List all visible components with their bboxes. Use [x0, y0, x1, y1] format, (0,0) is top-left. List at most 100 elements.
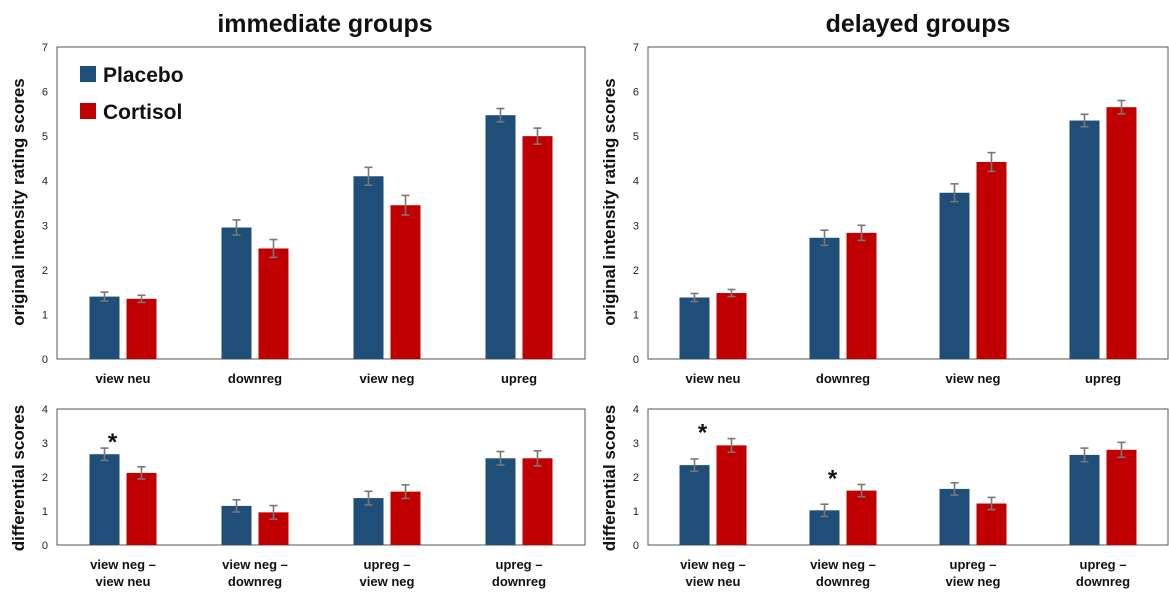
bar-placebo-4	[485, 115, 516, 360]
y-tick-label: 2	[633, 472, 639, 484]
x-category-label: view neg	[946, 574, 1001, 589]
y-tick-label: 2	[42, 265, 48, 277]
bar-cortisol-4	[1106, 449, 1137, 545]
y-tick-label: 3	[633, 220, 639, 232]
y-tick-label: 4	[633, 404, 639, 416]
x-category-label: downreg	[228, 574, 282, 589]
y-tick-label: 0	[42, 354, 48, 366]
x-category-label: upreg	[501, 371, 537, 386]
y-tick-label: 3	[42, 438, 48, 450]
y-tick-label: 4	[633, 176, 639, 188]
significance-marker: *	[698, 420, 708, 447]
legend-swatch-cortisol	[80, 103, 96, 119]
legend-swatch-placebo	[80, 66, 96, 82]
bar-placebo-2	[221, 227, 252, 359]
bar-placebo-4	[1069, 454, 1100, 545]
bar-cortisol-2	[258, 248, 289, 359]
y-tick-label: 3	[42, 220, 48, 232]
bar-cortisol-3	[390, 491, 421, 545]
ylabel-delayed-top: original intensity rating scores	[600, 78, 619, 326]
ylabel-delayed-bottom: differential scores	[600, 405, 619, 551]
x-category-label: downreg	[816, 371, 870, 386]
bar-cortisol-3	[390, 205, 421, 359]
y-tick-label: 2	[42, 472, 48, 484]
x-category-label: upreg –	[1080, 557, 1127, 572]
y-tick-label: 5	[42, 131, 48, 143]
x-category-label: downreg	[816, 574, 870, 589]
bar-placebo-4	[1069, 120, 1100, 360]
x-category-label: upreg	[1085, 371, 1121, 386]
bar-cortisol-2	[846, 490, 877, 545]
bar-cortisol-3	[976, 161, 1007, 359]
x-category-label: view neg	[946, 371, 1001, 386]
x-category-label: view neg –	[90, 557, 156, 572]
x-category-label: view neu	[96, 371, 151, 386]
x-category-label: downreg	[228, 371, 282, 386]
y-tick-label: 1	[42, 309, 48, 321]
y-tick-label: 2	[633, 265, 639, 277]
bar-cortisol-4	[522, 136, 553, 359]
y-tick-label: 0	[633, 354, 639, 366]
x-category-label: view neg	[360, 371, 415, 386]
bar-cortisol-4	[522, 458, 553, 545]
bar-cortisol-4	[1106, 107, 1137, 360]
plot-area: 0 1 2 3 4 5 6 7 view neu downreg view neg upreg 0 1 2 3…	[42, 42, 1169, 589]
chart-imm-bot: 0 1 2 3 4 view neg – view neu view neg – downreg…	[42, 404, 586, 589]
legend-label-cortisol: Cortisol	[103, 101, 182, 124]
x-category-label: view neu	[686, 574, 741, 589]
y-tick-label: 7	[633, 42, 639, 54]
chart-del-bot: 0 1 2 3 4 view neg – view neu view neg – downreg…	[633, 404, 1169, 589]
x-category-label: downreg	[492, 574, 546, 589]
bar-placebo-3	[353, 498, 384, 545]
y-tick-label: 6	[633, 87, 639, 99]
bar-placebo-1	[89, 296, 120, 359]
x-category-label: view neu	[96, 574, 151, 589]
y-tick-label: 4	[42, 404, 48, 416]
legend: Placebo Cortisol	[80, 64, 184, 124]
x-category-label: upreg –	[950, 557, 997, 572]
bar-placebo-3	[939, 192, 970, 359]
chart-imm-top: 0 1 2 3 4 5 6 7 view neu downreg view neg upreg	[42, 42, 586, 386]
x-category-label: view neu	[686, 371, 741, 386]
bar-cortisol-1	[716, 293, 747, 359]
plot-frame	[647, 46, 1169, 360]
title-delayed-groups: delayed groups	[826, 10, 1011, 38]
significance-marker: *	[108, 429, 118, 456]
y-tick-label: 1	[42, 506, 48, 518]
bar-placebo-4	[485, 458, 516, 545]
y-tick-label: 0	[633, 540, 639, 552]
bar-placebo-2	[809, 237, 840, 359]
y-tick-label: 0	[42, 540, 48, 552]
y-tick-label: 1	[633, 506, 639, 518]
chart-del-top: 0 1 2 3 4 5 6 7 view neu downreg view neg upreg	[633, 42, 1169, 386]
significance-marker: *	[828, 465, 838, 492]
x-category-label: upreg –	[496, 557, 543, 572]
bar-cortisol-1	[126, 472, 157, 545]
x-category-label: upreg –	[364, 557, 411, 572]
bar-placebo-1	[679, 465, 710, 545]
y-tick-label: 1	[633, 309, 639, 321]
x-category-label: downreg	[1076, 574, 1130, 589]
plot-frame	[647, 408, 1169, 546]
bar-placebo-3	[353, 176, 384, 359]
bar-cortisol-2	[846, 232, 877, 359]
y-tick-label: 4	[42, 176, 48, 188]
bar-placebo-3	[939, 488, 970, 545]
y-tick-label: 7	[42, 42, 48, 54]
plot-frame	[56, 408, 586, 546]
x-category-label: view neg –	[810, 557, 876, 572]
ylabel-immediate-top: original intensity rating scores	[9, 78, 28, 326]
legend-label-placebo: Placebo	[103, 64, 184, 87]
plot-frame	[56, 46, 586, 360]
y-tick-label: 3	[633, 438, 639, 450]
bar-placebo-1	[679, 297, 710, 359]
bar-cortisol-1	[716, 445, 747, 545]
ylabel-immediate-bottom: differential scores	[9, 405, 28, 551]
y-tick-label: 5	[633, 131, 639, 143]
x-category-label: view neg –	[680, 557, 746, 572]
bar-cortisol-1	[126, 298, 157, 359]
x-category-label: view neg	[360, 574, 415, 589]
bar-placebo-1	[89, 454, 120, 545]
